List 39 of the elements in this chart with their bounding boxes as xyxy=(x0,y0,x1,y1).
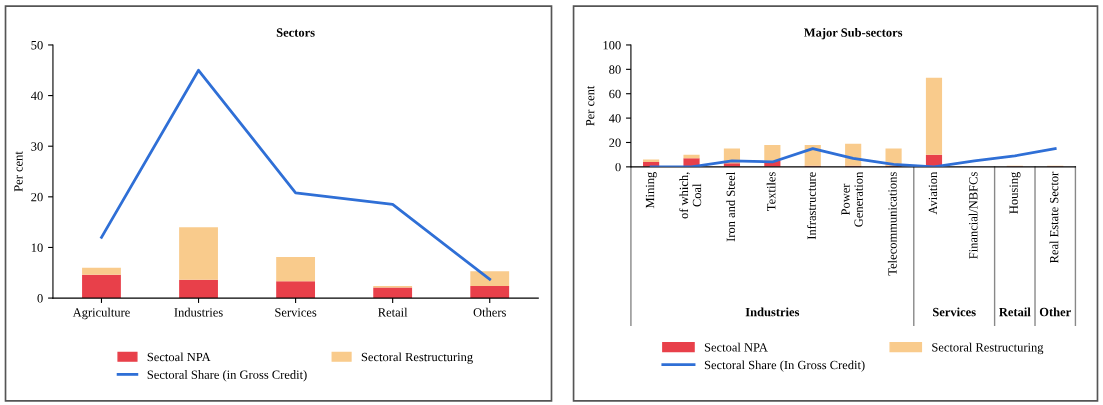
x-tick-label: of which, Coal xyxy=(679,172,702,219)
legend-label: Sectoral Share (in Gross Credit) xyxy=(147,370,307,382)
legend-label: Sectoral Restructuring xyxy=(932,342,1044,355)
y-tick-label: 80 xyxy=(609,65,621,74)
x-tick-label: Financial/NBFCs xyxy=(968,172,978,259)
x-tick-label: Real Estate Sector xyxy=(1049,171,1059,263)
y-tick-label: 10 xyxy=(31,243,43,252)
x-tick-label: Power Generation xyxy=(841,171,863,227)
x-tick-label: Housing xyxy=(1009,171,1021,214)
x-tick-label: Industries xyxy=(174,307,223,317)
x-tick-label: Aviation xyxy=(928,171,938,215)
x-tick-label: Services xyxy=(275,308,317,317)
chart-title: Major Sub-sectors xyxy=(804,27,903,40)
y-tick-label: 40 xyxy=(608,114,621,123)
y-tick-label: 0 xyxy=(37,294,43,303)
x-tick-label: Others xyxy=(473,307,506,317)
x-tick-label: Iron and Steel xyxy=(726,171,736,242)
y-tick-label: 20 xyxy=(31,192,43,202)
legend-label: Sectoral Share (In Gross Credit) xyxy=(704,360,865,372)
x-tick-label: Retail xyxy=(378,307,408,317)
y-tick-label: 0 xyxy=(615,162,621,172)
legend-label: Sectoal NPA xyxy=(147,352,211,362)
y-tick-label: 30 xyxy=(31,142,43,151)
y-tick-label: 40 xyxy=(30,91,43,101)
y-tick-label: 20 xyxy=(609,138,621,147)
x-tick-label: Mining xyxy=(645,171,657,209)
chart-title: Sectors xyxy=(276,28,315,37)
y-tick-label: 50 xyxy=(31,40,43,50)
y-axis-title: Per cent xyxy=(14,151,23,192)
x-tick-label: Telecommunications xyxy=(887,172,897,276)
x-tick-label: Textiles xyxy=(766,172,776,211)
legend-label: Sectoral Restructuring xyxy=(361,352,473,364)
y-axis-title: Per cent xyxy=(586,85,595,126)
legend-label: Sectoal NPA xyxy=(704,342,768,352)
y-tick-label: 60 xyxy=(609,89,621,99)
text: Other xyxy=(1039,307,1071,317)
x-tick-label: Agriculture xyxy=(72,307,130,320)
x-tick-label: Infrastructure xyxy=(806,172,816,240)
y-tick-label: 100 xyxy=(603,40,621,50)
